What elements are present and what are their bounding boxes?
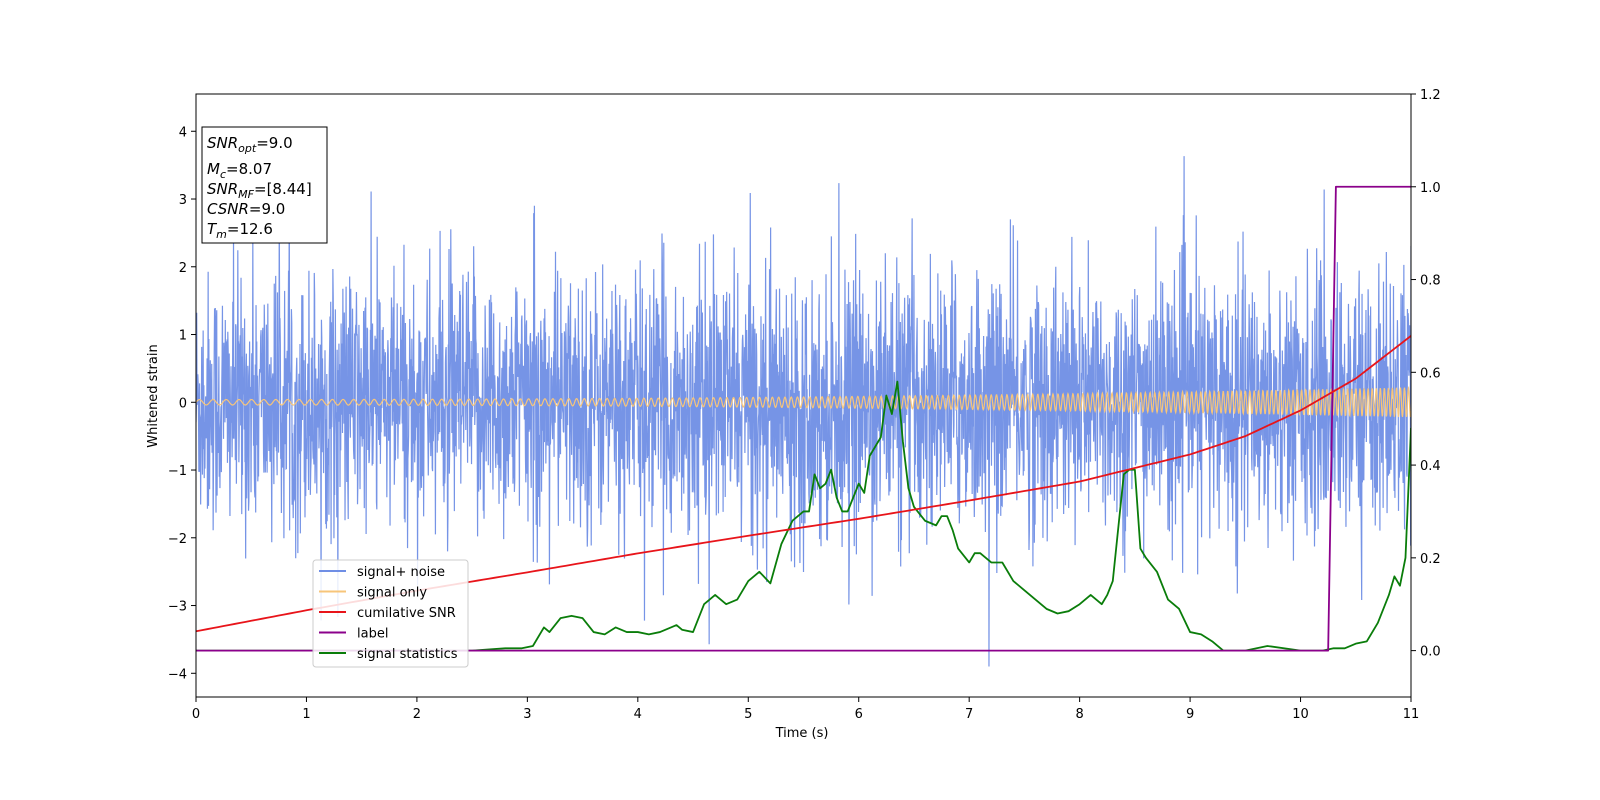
x-tick-label: 5: [744, 707, 752, 722]
legend-frame: [312, 559, 469, 668]
y-axis-label: Whitened strain: [146, 344, 161, 447]
y-left-tick-label: −4: [168, 667, 187, 682]
signal-only-line: [196, 385, 1411, 418]
y-axis-left-ticks: −4 −3 −2 −1 0 1 2 3 4: [168, 125, 196, 682]
info-snr-opt: SNRopt=9.0: [207, 134, 293, 155]
x-tick-label: 8: [1075, 707, 1083, 722]
y-right-tick-label: 1.0: [1420, 181, 1441, 196]
y-left-tick-label: 1: [179, 329, 187, 344]
x-tick-label: 7: [965, 707, 973, 722]
legend-label: signal+ noise: [357, 565, 445, 580]
signal-statistics-line: [196, 380, 1411, 652]
x-tick-label: 3: [523, 707, 531, 722]
y-left-tick-label: −3: [168, 600, 187, 615]
info-tm: Tm=12.6: [207, 220, 273, 241]
label-line: [196, 185, 1411, 652]
y-right-tick-label: 0.0: [1420, 645, 1441, 660]
legend-label: cumilative SNR: [357, 606, 456, 621]
x-axis-label: Time (s): [775, 726, 829, 741]
y-right-tick-label: 1.2: [1420, 88, 1441, 103]
x-tick-label: 4: [634, 707, 642, 722]
signal-statistics-layer: [196, 380, 1411, 652]
y-right-tick-label: 0.8: [1420, 274, 1441, 289]
y-left-tick-label: 4: [179, 125, 187, 140]
label-layer: [196, 185, 1411, 652]
x-tick-label: 11: [1403, 707, 1420, 722]
x-tick-label: 2: [413, 707, 421, 722]
y-left-tick-label: 3: [179, 193, 187, 208]
y-right-tick-label: 0.2: [1420, 552, 1441, 567]
y-left-tick-label: 0: [179, 396, 187, 411]
y-left-tick-label: −2: [168, 532, 187, 547]
x-tick-label: 6: [855, 707, 863, 722]
x-tick-label: 10: [1292, 707, 1309, 722]
signal-plus-noise-line: [196, 156, 1411, 667]
info-csnr: CSNR=9.0: [207, 200, 285, 218]
plot-frame: [195, 93, 1412, 698]
info-mc: Mc=8.07: [207, 160, 272, 181]
y-left-tick-label: −1: [168, 464, 187, 479]
x-tick-label: 9: [1186, 707, 1194, 722]
legend-label: signal statistics: [357, 647, 458, 662]
info-box: SNRopt=9.0 Mc=8.07 SNRMF=[8.44] CSNR=9.0…: [201, 126, 328, 244]
legend-label: label: [357, 627, 388, 642]
info-box-frame: [201, 126, 328, 244]
y-right-tick-label: 0.4: [1420, 459, 1441, 474]
signal-plus-noise-layer: [196, 156, 1411, 667]
x-tick-label: 0: [192, 707, 200, 722]
signal-only-layer: [196, 385, 1411, 418]
x-tick-label: 1: [302, 707, 310, 722]
y-axis-right-ticks: 0.0 0.2 0.4 0.6 0.8 1.0 1.2: [1411, 88, 1441, 660]
legend-label: signal only: [357, 586, 427, 601]
x-axis-ticks: 0 1 2 3 4 5 6 7 8 9 10 11: [192, 697, 1419, 722]
y-right-tick-label: 0.6: [1420, 366, 1441, 381]
legend: signal+ noise signal only cumilative SNR la…: [312, 559, 469, 668]
info-snr-mf: SNRMF=[8.44]: [207, 180, 312, 201]
y-left-tick-label: 2: [179, 261, 187, 276]
